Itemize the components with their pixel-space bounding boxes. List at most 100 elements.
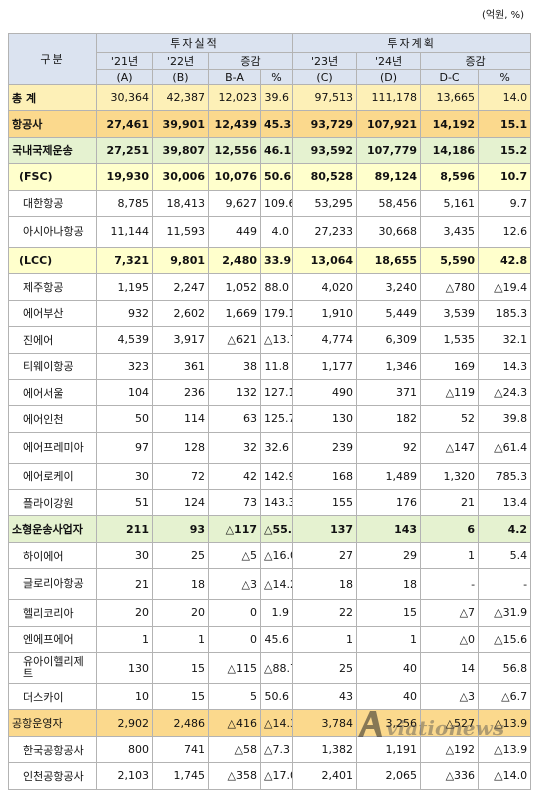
- table-row: 헬리코리아 20 20 0 1.9 22 15 △7 △31.9: [8, 599, 532, 627]
- header-gubun: 구분: [8, 33, 97, 85]
- row-label: 유아이헬리제트: [8, 652, 97, 685]
- cell-b: 42,387: [152, 83, 209, 112]
- cell-d: 3,240: [356, 273, 422, 301]
- table-row: 대한항공 8,785 18,413 9,627 109.6 53,295 58,456 5,1…: [8, 189, 532, 217]
- table-row: 에어인천 50 114 63 125.7 130 182 52 39.8: [8, 405, 532, 433]
- cell-d: 29: [356, 541, 422, 570]
- cell-ba: △117: [208, 515, 261, 543]
- cell-c: 155: [292, 489, 358, 517]
- row-label: 총 계: [8, 83, 97, 112]
- header-pct-2: %: [478, 69, 532, 85]
- cell-p2: △31.9: [478, 599, 532, 627]
- cell-d: 5,449: [356, 299, 422, 328]
- cell-ba: 449: [208, 215, 261, 248]
- cell-b: 236: [152, 378, 209, 407]
- cell-c: 1,382: [292, 735, 358, 764]
- cell-a: 4,539: [96, 326, 153, 354]
- cell-c: 2,401: [292, 762, 358, 790]
- cell-p1: 45.3: [259, 110, 294, 138]
- cell-p1: 142.9: [259, 462, 294, 491]
- cell-p1: 45.6: [259, 625, 294, 654]
- cell-ba: △115: [208, 652, 261, 685]
- cell-a: 30: [96, 541, 153, 570]
- row-label: 글로리아항공: [8, 568, 97, 601]
- table-row: 티웨이항공 323 361 38 11.8 1,177 1,346 169 14.3: [8, 352, 532, 380]
- cell-p1: 11.8: [259, 352, 294, 380]
- cell-a: 1: [96, 625, 153, 654]
- cell-ba: 12,439: [208, 110, 261, 138]
- cell-p2: 13.4: [478, 489, 532, 517]
- cell-dc: -: [420, 568, 480, 601]
- cell-p1: 50.6: [259, 683, 294, 711]
- cell-a: 21: [96, 568, 153, 601]
- cell-ba: 132: [208, 378, 261, 407]
- cell-c: 25: [292, 652, 358, 685]
- header-d: (D): [356, 69, 422, 85]
- cell-ba: △5: [208, 541, 261, 570]
- cell-ba: 10,076: [208, 163, 261, 191]
- cell-p2: 14.3: [478, 352, 532, 380]
- table-row: 항공사 27,461 39,901 12,439 45.3 93,729 107,921 14…: [8, 110, 532, 138]
- cell-dc: 5,590: [420, 246, 480, 275]
- header-dc: D-C: [420, 69, 480, 85]
- cell-ba: 42: [208, 462, 261, 491]
- cell-p1: 179.1: [259, 299, 294, 328]
- cell-ba: 2,480: [208, 246, 261, 275]
- cell-dc: △119: [420, 378, 480, 407]
- cell-p1: 50.6: [259, 163, 294, 191]
- header-b: (B): [152, 69, 209, 85]
- cell-b: 25: [152, 541, 209, 570]
- cell-b: 9,801: [152, 246, 209, 275]
- cell-p2: △6.7: [478, 683, 532, 711]
- cell-c: 4,774: [292, 326, 358, 354]
- cell-d: 40: [356, 652, 422, 685]
- cell-dc: 1,320: [420, 462, 480, 491]
- cell-c: 1,177: [292, 352, 358, 380]
- cell-ba: 9,627: [208, 189, 261, 217]
- row-label: 에어서울: [8, 378, 97, 407]
- table-row: 진에어4,5393,917△621△13.74,7746,3091,53532.…: [8, 326, 532, 354]
- cell-ba: 73: [208, 489, 261, 517]
- table-row: 제주항공 1,195 2,247 1,052 88.0 4,020 3,240 △780 △19…: [8, 273, 532, 301]
- cell-dc: 13,665: [420, 83, 480, 112]
- cell-p2: △24.3: [478, 378, 532, 407]
- cell-a: 27,461: [96, 110, 153, 138]
- cell-dc: 1: [420, 541, 480, 570]
- cell-a: 8,785: [96, 189, 153, 217]
- table-row: 에어부산 932 2,602 1,669 179.1 1,910 5,449 3,539 185…: [8, 299, 532, 328]
- cell-ba: 12,023: [208, 83, 261, 112]
- row-label: 헬리코리아: [8, 599, 97, 627]
- row-label: 공항운영자: [8, 709, 97, 737]
- watermark-logo: viationews: [352, 707, 532, 745]
- cell-p2: 42.8: [478, 246, 532, 275]
- row-label: 하이에어: [8, 541, 97, 570]
- table-row: 인천공항공사2,1031,745△358△17.02,4012,065△336△…: [8, 762, 532, 790]
- cell-d: 6,309: [356, 326, 422, 354]
- cell-p1: 33.9: [259, 246, 294, 275]
- table-row: 총 계 30,364 42,387 12,023 39.6 97,513 111,178 13…: [8, 83, 532, 112]
- header-plan: 투자계획: [292, 33, 532, 53]
- cell-b: 124: [152, 489, 209, 517]
- cell-p1: 88.0: [259, 273, 294, 301]
- cell-p1: 32.6: [259, 431, 294, 464]
- cell-dc: 1,535: [420, 326, 480, 354]
- cell-b: 128: [152, 431, 209, 464]
- row-label: 소형운송사업자: [8, 515, 97, 543]
- cell-d: 3,256: [356, 709, 422, 737]
- cell-d: 18: [356, 568, 422, 601]
- cell-p2: △14.0: [478, 762, 532, 790]
- cell-d: 89,124: [356, 163, 422, 191]
- row-label: 에어로케이: [8, 462, 97, 491]
- cell-dc: 14: [420, 652, 480, 685]
- cell-a: 97: [96, 431, 153, 464]
- cell-dc: △7: [420, 599, 480, 627]
- cell-c: 93,729: [292, 110, 358, 138]
- cell-p2: 4.2: [478, 515, 532, 543]
- cell-a: 7,321: [96, 246, 153, 275]
- row-label: 엔에프에어: [8, 625, 97, 654]
- cell-c: 3,784: [292, 709, 358, 737]
- cell-c: 27: [292, 541, 358, 570]
- cell-d: 2,065: [356, 762, 422, 790]
